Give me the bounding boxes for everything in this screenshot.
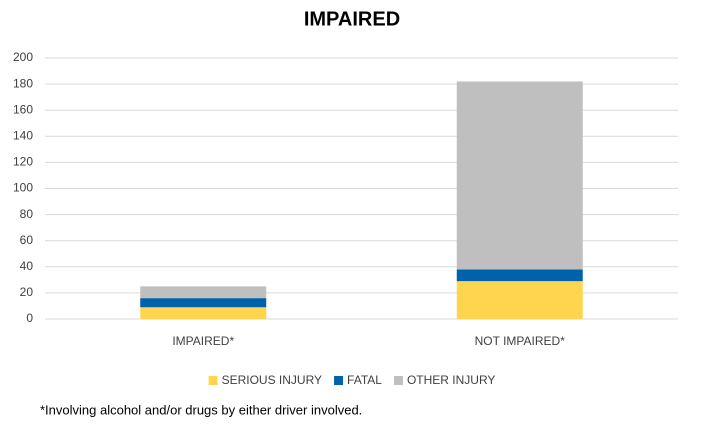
y-tick-label: 20 <box>20 285 34 299</box>
bar-segment <box>456 81 583 270</box>
legend-label: SERIOUS INJURY <box>222 373 322 387</box>
legend-label: OTHER INJURY <box>407 373 495 387</box>
x-tick-label: NOT IMPAIRED* <box>475 334 566 348</box>
legend-label: FATAL <box>347 373 382 387</box>
bar-segment <box>140 307 267 319</box>
y-tick-label: 40 <box>20 259 34 273</box>
y-tick-label: 180 <box>13 76 33 90</box>
y-tick-label: 200 <box>13 50 33 64</box>
legend-swatch <box>393 376 403 385</box>
y-tick-label: 0 <box>26 311 33 325</box>
bar-segment <box>456 269 583 282</box>
y-tick-label: 140 <box>13 128 33 142</box>
x-tick-label: IMPAIRED* <box>172 334 234 348</box>
bar-segment <box>140 286 267 299</box>
annotation: *Involving alcohol and/or drugs by eithe… <box>40 402 362 417</box>
legend-swatch <box>208 376 218 385</box>
y-tick-label: 160 <box>13 102 33 116</box>
y-tick-label: 60 <box>20 233 34 247</box>
legend-swatch <box>334 376 344 385</box>
bar-segment <box>456 281 583 319</box>
y-tick-label: 120 <box>13 155 33 169</box>
bar-segment <box>140 298 267 308</box>
y-tick-label: 80 <box>20 207 34 221</box>
y-tick-label: 100 <box>13 181 33 195</box>
chart-title: IMPAIRED <box>304 8 400 30</box>
